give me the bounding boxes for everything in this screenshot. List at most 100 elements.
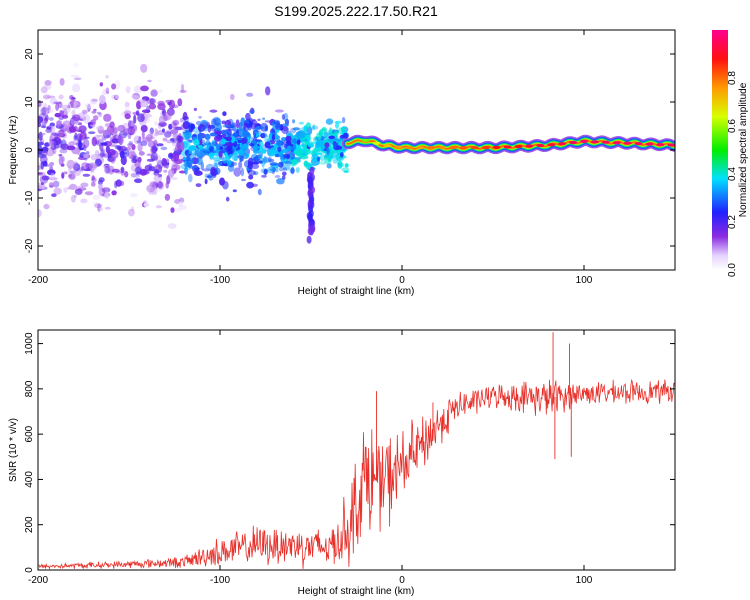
spectrogram-blob (111, 190, 117, 196)
spectrogram-blob (38, 153, 47, 159)
spectrogram-blob (208, 152, 215, 158)
spectrogram-blob (292, 119, 296, 124)
spectrogram-blob (174, 144, 182, 153)
spectrogram-blob (149, 127, 154, 135)
spectrogram-blob (200, 126, 210, 132)
colorbar: 0.0 0.2 0.4 0.6 0.8 Normalized spectral ampl… (712, 30, 749, 277)
spectrogram-blob (249, 109, 255, 114)
spectrogram-blob (153, 139, 158, 146)
spectrogram-blob (177, 98, 183, 107)
spectrogram-blob (285, 153, 291, 160)
spectrogram-blob (117, 124, 126, 132)
spectrogram-blob (294, 150, 303, 155)
spectrogram-blob (226, 145, 232, 152)
spectrogram-blob (257, 118, 261, 122)
spectrogram-blob (252, 119, 256, 122)
spectrogram-blob (44, 80, 52, 86)
spectrogram-blob (216, 144, 221, 151)
snr-frame (37, 329, 676, 571)
spectrogram-blob (261, 174, 267, 178)
spectrogram-blob (104, 165, 111, 174)
spectrogram-blob (245, 152, 250, 159)
spectrogram-x-label: Height of straight line (km) (298, 286, 415, 297)
spectrogram-blob (140, 85, 149, 92)
spectrogram-blob (73, 77, 82, 81)
spectrogram-blob (297, 158, 301, 163)
x-tick-label: -200 (28, 575, 48, 586)
spectrogram-blob (76, 129, 83, 133)
spectrogram-blob (131, 158, 138, 164)
spectrogram-blob (287, 145, 291, 151)
spectrogram-blob (103, 164, 110, 169)
spectrogram-blob (238, 161, 243, 169)
spectrogram-blob (56, 120, 62, 127)
spectrogram-blob (224, 152, 228, 157)
spectrogram-blob (72, 114, 81, 122)
spectrogram-blob (228, 154, 232, 159)
spectrogram-ridge-core (634, 142, 643, 146)
spectrogram-blob (119, 150, 125, 159)
spectrogram-blob (41, 107, 47, 116)
spectrogram-blob (107, 128, 114, 134)
spectrogram-blob (81, 109, 88, 115)
spectrogram-blob (337, 161, 344, 168)
spectrogram-blob (222, 124, 232, 128)
spectrogram-blob (194, 149, 200, 156)
spectrogram-blob (161, 158, 167, 167)
spectrogram-blob (132, 127, 137, 134)
spectrogram-blob (207, 124, 212, 133)
snr-spikes (376, 332, 572, 481)
spectrogram-ridge-core (459, 146, 468, 150)
spectrogram-blob (108, 165, 115, 175)
spectrogram-blob (94, 150, 100, 157)
spectrogram-blob (116, 145, 122, 151)
spectrogram-blob (226, 128, 232, 137)
spectrogram-blob (38, 116, 44, 124)
spectrogram-blob (224, 142, 231, 147)
spectrogram-blob (264, 158, 270, 163)
spectrogram-blob (157, 180, 163, 189)
spectrogram-ridge-core (569, 140, 578, 145)
spectrogram-blob (269, 168, 277, 171)
spectrogram-blob (91, 110, 97, 114)
spectrogram-blob (209, 132, 217, 137)
spectrogram-blob (170, 207, 175, 213)
spectrogram-blob (321, 144, 325, 152)
spectrogram-x-ticks: -200 -100 0 100 (28, 30, 593, 286)
y-tick-label: 20 (24, 48, 35, 60)
spectrogram-blob (142, 136, 151, 143)
spectrogram-blob (66, 107, 71, 113)
spectrogram-blob (324, 131, 328, 138)
spectrogram-blob (82, 154, 89, 159)
spectrogram-blob (148, 103, 157, 110)
x-tick-label: 100 (576, 275, 593, 286)
spectrogram-blob (144, 116, 151, 124)
spectrogram-blob (106, 134, 110, 138)
spectrogram-blob (240, 167, 245, 177)
spectrogram-blob (182, 111, 188, 121)
spectrogram-blob (261, 132, 268, 138)
spectrogram-y-label: Frequency (Hz) (8, 116, 19, 185)
spectrogram-blob (130, 94, 140, 100)
spectrogram-blob (79, 134, 83, 142)
spectrogram-blob (257, 188, 262, 196)
spectrogram-blob (99, 94, 106, 105)
spectrogram-blob (188, 147, 192, 155)
spectrogram-blob (53, 101, 62, 105)
spectrogram-blob (282, 167, 287, 171)
spectrogram-blob (57, 101, 63, 109)
spectrogram-blob (255, 156, 259, 161)
spectrogram-blob (274, 109, 284, 113)
spectrogram-blob (83, 136, 90, 139)
spectrogram-blob (157, 103, 166, 111)
spectrogram-blob (265, 86, 271, 96)
spectrogram-blob (292, 143, 296, 151)
spectrogram-blob (74, 188, 83, 195)
spectrogram-blob (258, 160, 263, 164)
spectrogram-blob (167, 169, 175, 178)
spectrogram-ridge-core (361, 138, 370, 142)
spectrogram-blob (88, 162, 98, 171)
spectrogram-blob (146, 153, 154, 157)
snr-y-label: SNR (10 * v/v) (8, 418, 19, 482)
spectrogram-blob (136, 140, 142, 144)
